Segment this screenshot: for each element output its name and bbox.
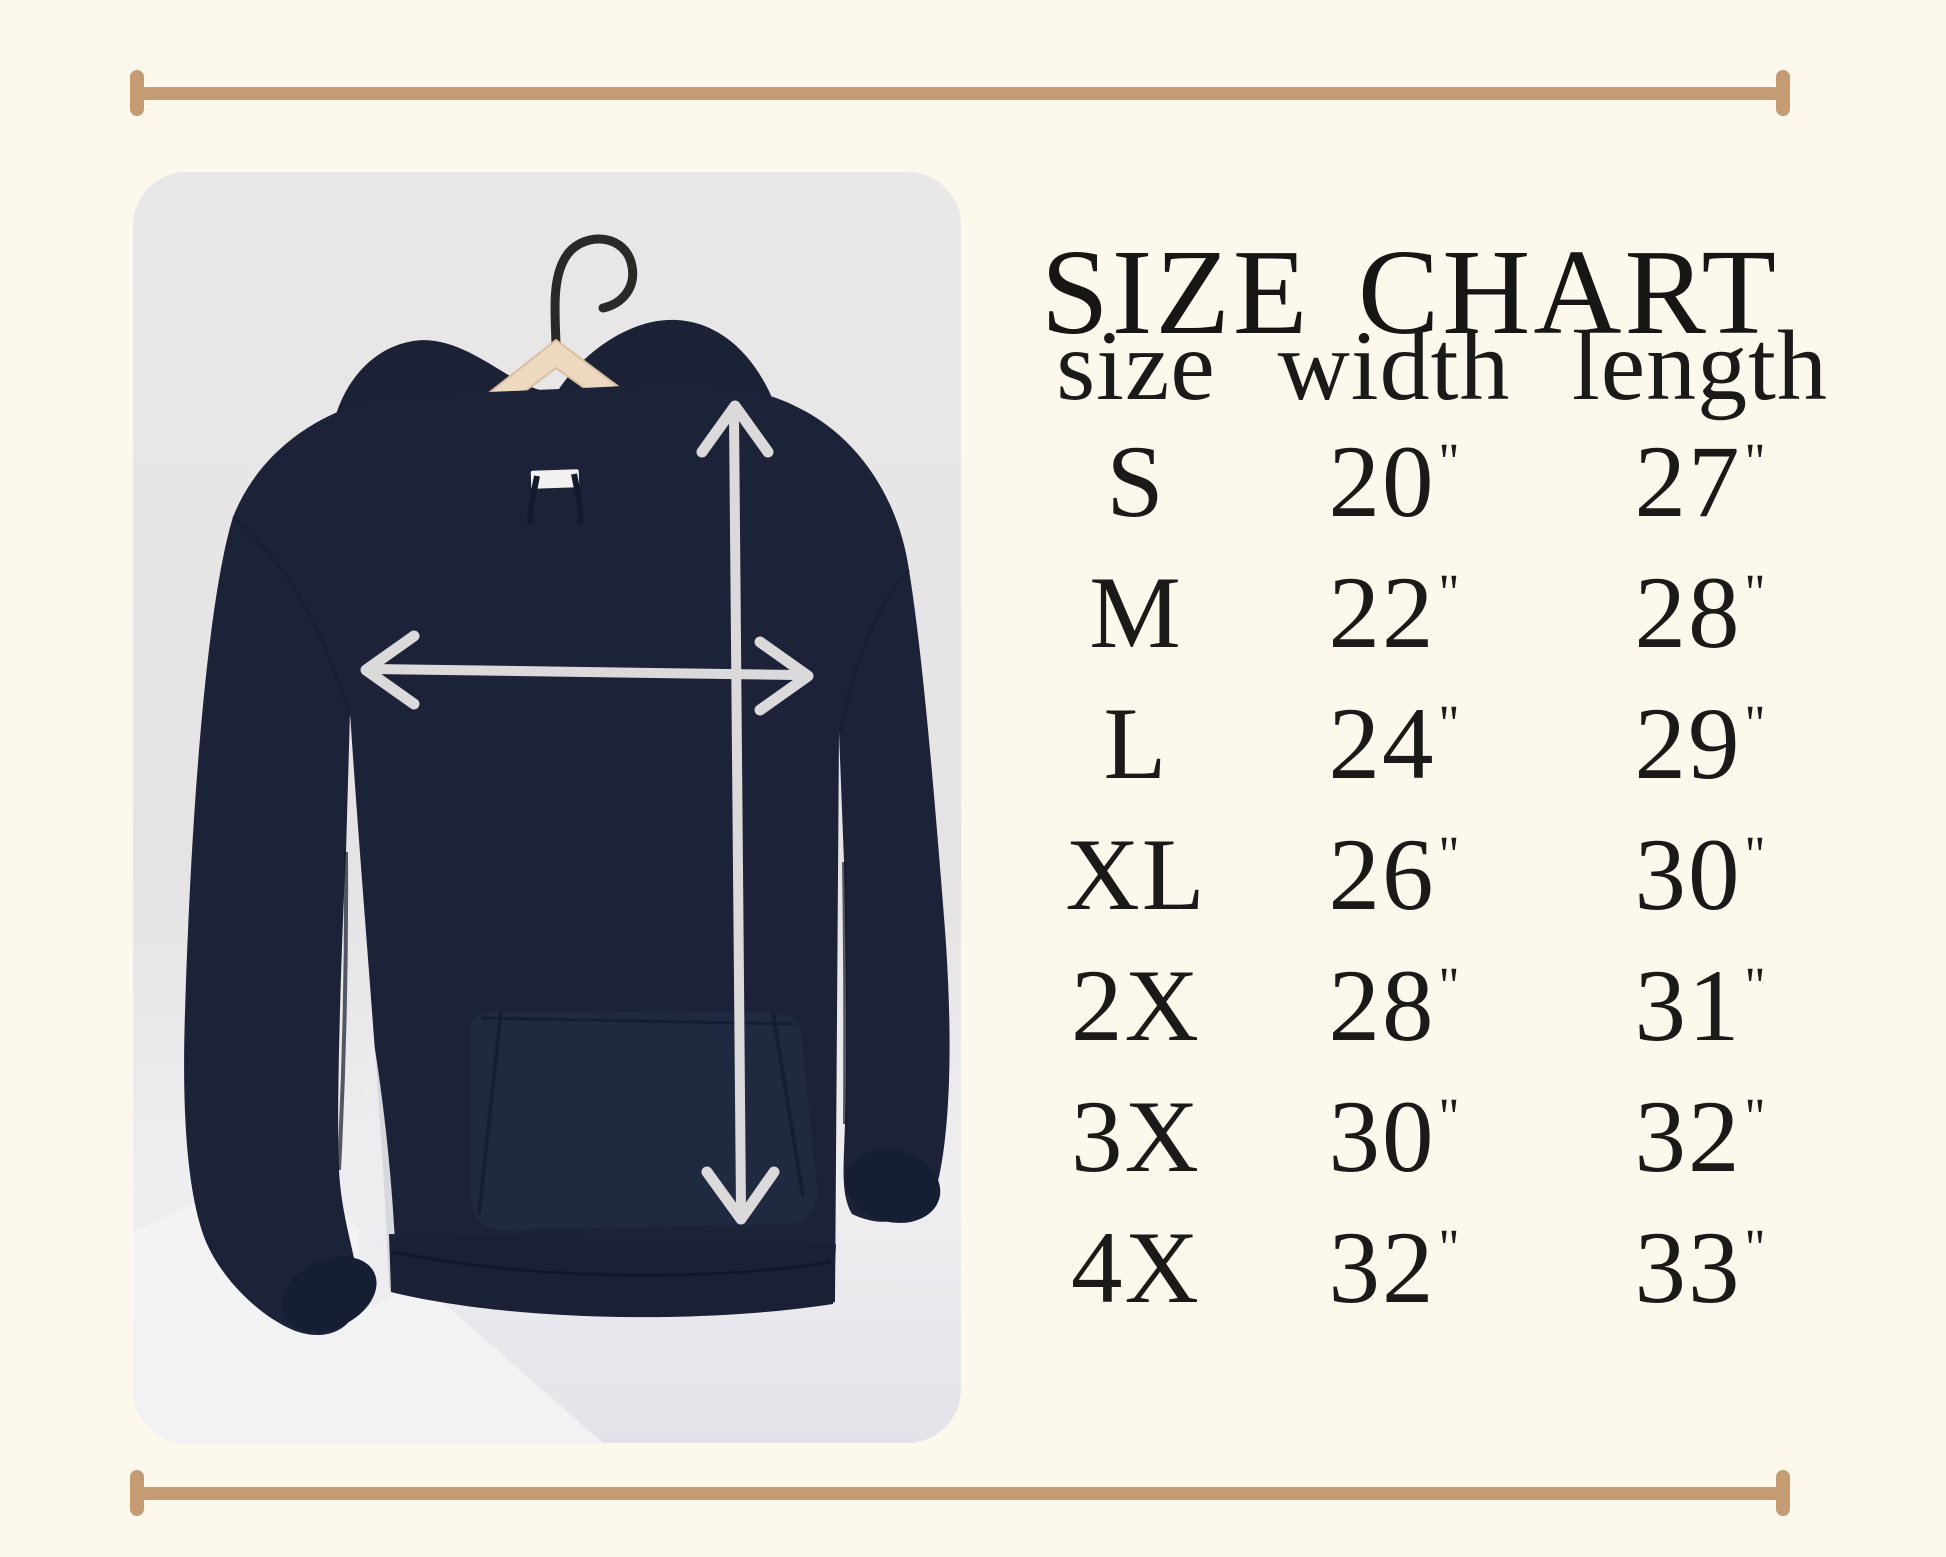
inch-mark: " — [1438, 1088, 1460, 1146]
cell-length: 29" — [1634, 687, 1766, 801]
pocket-opening-left — [477, 1010, 503, 1215]
inch-mark: " — [1744, 695, 1766, 753]
cell-width: 30" — [1328, 1080, 1460, 1194]
width-arrowhead-left — [360, 630, 420, 710]
column-header-width: width — [1277, 310, 1511, 421]
table-row: 3X 30" 32" — [961, 1075, 1946, 1199]
inch-mark: " — [1744, 433, 1766, 491]
cell-size: M — [1089, 556, 1183, 670]
measurement-arrows — [360, 400, 814, 1225]
inch-mark: " — [1438, 826, 1460, 884]
table-row: 2X 28" 31" — [961, 944, 1946, 1068]
inch-mark: " — [1744, 1219, 1766, 1277]
right-cuff-fold — [845, 1149, 941, 1223]
inch-mark: " — [1438, 564, 1460, 622]
cell-size: L — [1103, 687, 1169, 801]
width-arrowhead-right — [754, 636, 814, 716]
left-shoulder-seam — [232, 515, 352, 718]
cell-size: XL — [1065, 818, 1207, 932]
cell-length: 27" — [1634, 425, 1766, 539]
cell-length: 32" — [1634, 1080, 1766, 1194]
width-arrow-icon — [371, 664, 802, 680]
cell-size: S — [1106, 425, 1166, 539]
right-sleeve-seam — [842, 861, 848, 1125]
hoodie-photo — [133, 172, 961, 1443]
top-ruler-line — [140, 87, 1780, 100]
inch-mark: " — [1744, 1088, 1766, 1146]
cell-length: 31" — [1634, 949, 1766, 1063]
cell-width: 32" — [1328, 1211, 1460, 1325]
table-row: XL 26" 30" — [961, 813, 1946, 937]
drawstring-left — [527, 475, 540, 525]
drawstring-right — [571, 473, 584, 525]
page-title: SIZE CHART — [1040, 224, 1780, 360]
inch-mark: " — [1438, 957, 1460, 1015]
length-arrowhead-top — [696, 400, 774, 458]
inch-mark: " — [1438, 1219, 1460, 1277]
cell-width: 20" — [1328, 425, 1460, 539]
right-shoulder-seam — [839, 568, 911, 733]
inch-mark: " — [1438, 695, 1460, 753]
inch-mark: " — [1438, 433, 1460, 491]
hanger-hook-icon — [550, 234, 638, 349]
length-arrow-icon — [729, 410, 746, 1215]
neck-tag — [530, 469, 580, 489]
table-row: 4X 32" 33" — [961, 1206, 1946, 1330]
cell-length: 28" — [1634, 556, 1766, 670]
table-header-row: size width length — [961, 304, 1946, 428]
cell-size: 2X — [1071, 949, 1201, 1063]
left-sleeve-seam — [337, 851, 349, 1171]
sleeve-body-gap-left — [357, 1037, 397, 1314]
column-header-size: size — [1056, 310, 1216, 421]
size-chart-panel: SIZE CHART size width length S 20" 27" M 22"… — [961, 0, 1946, 1557]
inch-mark: " — [1744, 564, 1766, 622]
bottom-ruler-left-cap — [130, 1470, 144, 1516]
length-arrowhead-bottom — [701, 1166, 780, 1225]
inch-mark: " — [1744, 826, 1766, 884]
cell-length: 33" — [1634, 1211, 1766, 1325]
table-row: L 24" 29" — [961, 682, 1946, 806]
hoodie-illustration — [133, 172, 961, 1443]
left-cuff-fold — [281, 1256, 377, 1332]
cell-width: 28" — [1328, 949, 1460, 1063]
inch-mark: " — [1744, 957, 1766, 1015]
top-ruler-left-cap — [130, 70, 144, 116]
cell-width: 26" — [1328, 818, 1460, 932]
cell-size: 4X — [1071, 1211, 1201, 1325]
top-ruler-right-cap — [1776, 70, 1790, 116]
kangaroo-pocket — [471, 1011, 818, 1230]
cell-size: 3X — [1071, 1080, 1201, 1194]
pocket-opening-right — [771, 1012, 805, 1197]
column-header-length: length — [1572, 310, 1828, 421]
table-row: S 20" 27" — [961, 420, 1946, 544]
cell-width: 22" — [1328, 556, 1460, 670]
hem-stitching — [392, 1250, 832, 1277]
cell-length: 30" — [1634, 818, 1766, 932]
cell-width: 24" — [1328, 687, 1460, 801]
table-row: M 22" 28" — [961, 551, 1946, 675]
bottom-ruler-line — [140, 1487, 1780, 1500]
bottom-ruler-right-cap — [1776, 1470, 1790, 1516]
